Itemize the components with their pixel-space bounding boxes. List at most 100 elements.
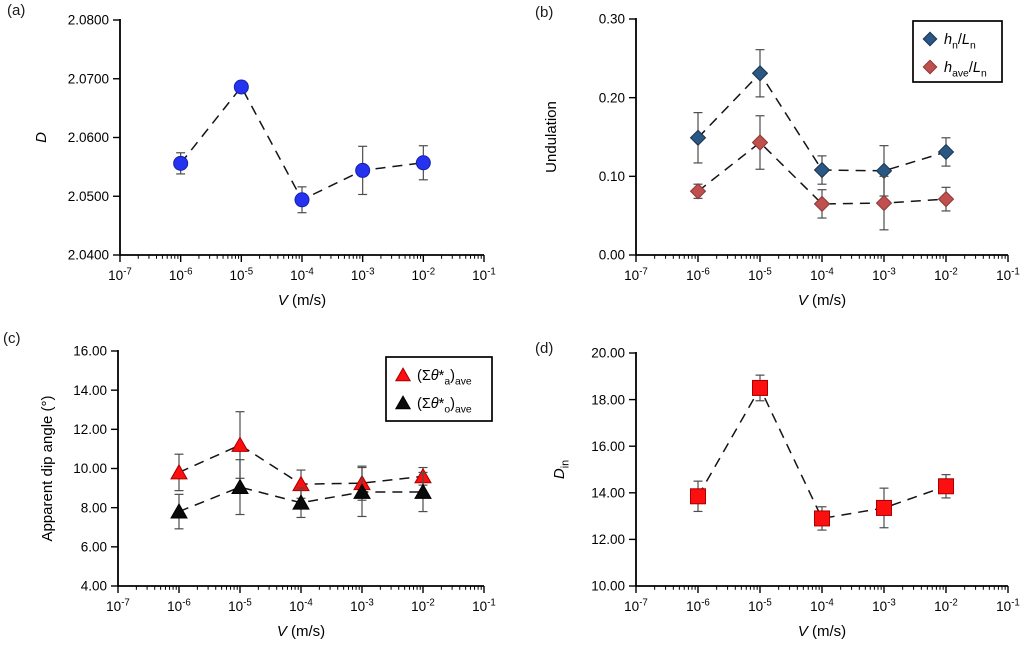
panel-label-c: (c) — [3, 330, 21, 347]
panel-c-chart: 4.00 6.00 8.00 10.00 12.00 14.00 16.00 10-7 10-6… — [39, 344, 496, 640]
y-tick-label: 0.00 — [599, 248, 625, 263]
diamond-marker — [751, 134, 769, 151]
y-axis-title: Apparent dip angle (°) — [39, 395, 56, 541]
square-marker — [876, 499, 892, 516]
dashed-connector — [697, 141, 947, 205]
y-tick-label: 0.30 — [599, 12, 625, 27]
y-axis-title: Undulation — [543, 101, 560, 173]
triangle-marker — [231, 478, 249, 495]
axes: 10.00 12.00 14.00 16.00 18.00 20.00 10-7 10-6 10… — [591, 346, 1020, 614]
diamond-marker — [875, 194, 893, 212]
x-tick-label: 10-1 — [996, 267, 1020, 283]
x-tick-label: 10-2 — [411, 598, 435, 614]
series-1 — [170, 459, 432, 530]
triangle-marker — [394, 367, 412, 382]
panel-a-chart: 2.0400 2.0500 2.0600 2.0700 2.0800 10-7 10-6 10… — [33, 13, 496, 309]
y-tick-label: 6.00 — [81, 540, 107, 555]
square-marker — [690, 488, 706, 505]
x-tick-label: 10-1 — [996, 598, 1020, 614]
square-marker — [814, 510, 830, 527]
y-tick-label: 2.0500 — [68, 189, 109, 204]
panel-label-b: (b) — [535, 4, 554, 21]
circle-marker — [355, 162, 371, 178]
x-tick-label: 10-2 — [934, 267, 958, 283]
diamond-marker — [937, 143, 955, 161]
circle-marker — [294, 192, 310, 208]
legend-label: hn/Ln — [944, 32, 976, 51]
y-axis-title: D — [33, 132, 50, 143]
series-0 — [689, 49, 955, 197]
x-tick-label: 10-5 — [748, 598, 772, 614]
diamond-marker — [937, 190, 955, 208]
y-tick-label: 18.00 — [591, 392, 625, 407]
axes: 0.00 0.10 0.20 0.30 10-7 10-6 10-5 10-4 10-3 10-2… — [599, 12, 1020, 283]
x-tick-label: 10-4 — [810, 598, 834, 614]
diamond-marker — [751, 65, 769, 82]
y-tick-label: 2.0600 — [68, 130, 109, 145]
y-tick-label: 20.00 — [591, 346, 625, 361]
diamond-marker — [689, 183, 707, 200]
diamond-marker — [813, 195, 831, 213]
y-tick-label: 0.20 — [599, 90, 625, 105]
x-tick-label: 10-6 — [167, 598, 191, 614]
x-tick-label: 10-3 — [872, 267, 896, 283]
x-tick-label: 10-7 — [624, 598, 648, 614]
circle-marker — [233, 79, 249, 95]
square-marker — [752, 379, 768, 396]
axes: 2.0400 2.0500 2.0600 2.0700 2.0800 10-7 10-6 10… — [68, 13, 496, 283]
y-tick-label: 16.00 — [73, 344, 107, 359]
circle-marker — [415, 155, 431, 171]
x-axis-title: V (m/s) — [798, 292, 846, 309]
x-axis-title: V (m/s) — [277, 623, 325, 640]
y-tick-label: 16.00 — [591, 439, 625, 454]
triangle-marker — [353, 483, 371, 499]
series-0 — [690, 374, 954, 531]
x-tick-label: 10-4 — [290, 267, 314, 283]
x-tick-label: 10-5 — [230, 267, 254, 283]
y-tick-label: 2.0700 — [68, 71, 109, 86]
triangle-marker — [414, 483, 432, 499]
panel-label-d: (d) — [535, 340, 554, 357]
legend-label: (Σθ*a)ave — [417, 368, 472, 387]
panel-d-chart: 10.00 12.00 14.00 16.00 18.00 20.00 10-7 10-6 10… — [551, 346, 1020, 640]
x-tick-label: 10-7 — [624, 267, 648, 283]
y-tick-label: 14.00 — [591, 486, 625, 501]
triangle-marker — [170, 502, 188, 519]
y-tick-label: 8.00 — [81, 500, 107, 515]
series-1 — [689, 115, 955, 231]
x-tick-label: 10-7 — [106, 598, 130, 614]
y-tick-label: 2.0800 — [68, 13, 109, 28]
diamond-marker — [922, 59, 938, 75]
square-marker — [938, 478, 954, 495]
series-0 — [170, 411, 432, 501]
dashed-connector — [180, 85, 424, 201]
triangle-marker — [170, 463, 188, 480]
y-tick-label: 14.00 — [73, 383, 107, 398]
x-tick-label: 10-6 — [686, 267, 710, 283]
x-axis-title: V (m/s) — [798, 623, 846, 640]
x-tick-label: 10-3 — [872, 598, 896, 614]
diamond-marker — [922, 31, 938, 47]
legend: hn/Ln have/Ln — [912, 20, 1003, 83]
series-0 — [173, 79, 431, 214]
y-tick-label: 12.00 — [591, 532, 625, 547]
triangle-marker — [394, 395, 412, 410]
y-tick-label: 0.10 — [599, 169, 625, 184]
x-tick-label: 10-6 — [686, 598, 710, 614]
axes: 4.00 6.00 8.00 10.00 12.00 14.00 16.00 10-7 10-6… — [73, 344, 496, 614]
x-tick-label: 10-4 — [289, 598, 313, 614]
x-tick-label: 10-5 — [228, 598, 252, 614]
x-tick-label: 10-2 — [934, 598, 958, 614]
dashed-connector — [697, 386, 947, 520]
diamond-marker — [813, 161, 831, 179]
triangle-marker — [292, 494, 310, 510]
x-axis-title: V (m/s) — [278, 292, 326, 309]
triangle-marker — [231, 436, 249, 452]
x-tick-label: 10-1 — [472, 598, 496, 614]
panel-b-chart: 0.00 0.10 0.20 0.30 10-7 10-6 10-5 10-4 10-3 10-2… — [543, 12, 1020, 309]
y-tick-label: 4.00 — [81, 579, 107, 594]
y-tick-label: 2.0400 — [68, 248, 109, 263]
x-tick-label: 10-5 — [748, 267, 772, 283]
y-tick-label: 10.00 — [73, 461, 107, 476]
y-tick-label: 12.00 — [73, 422, 107, 437]
